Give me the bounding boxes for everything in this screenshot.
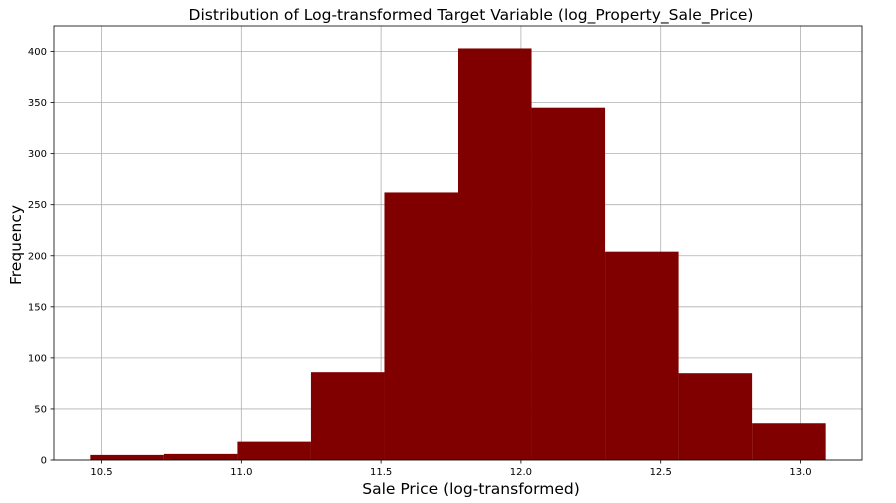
histogram-bar <box>90 454 164 460</box>
y-tick-label: 0 <box>41 456 47 467</box>
y-axis-label: Frequency <box>7 205 25 285</box>
y-axis-ticks: 0 50 100 150 200 250 300 350 400 <box>28 47 54 467</box>
x-tick-label: 12.5 <box>650 467 672 478</box>
histogram-bar <box>163 453 238 460</box>
histogram-bar <box>384 192 458 460</box>
histogram-bar <box>752 423 826 460</box>
x-tick-label: 10.5 <box>90 467 112 478</box>
y-tick-label: 50 <box>34 404 47 415</box>
x-tick-label: 12.0 <box>510 467 532 478</box>
histogram-bars <box>90 48 826 460</box>
y-tick-label: 350 <box>28 98 47 109</box>
x-tick-label: 13.0 <box>789 467 811 478</box>
histogram-bar <box>237 441 311 460</box>
y-tick-label: 250 <box>28 200 47 211</box>
x-tick-label: 11.0 <box>230 467 252 478</box>
y-tick-label: 200 <box>28 251 47 262</box>
y-tick-label: 100 <box>28 353 47 364</box>
x-axis-label: Sale Price (log-transformed) <box>362 480 580 498</box>
histogram-bar <box>605 251 679 460</box>
chart-title: Distribution of Log-transformed Target V… <box>189 6 754 25</box>
y-tick-label: 150 <box>28 302 47 313</box>
histogram-bar <box>531 107 606 460</box>
y-tick-label: 300 <box>28 149 47 160</box>
histogram-bar <box>678 373 753 460</box>
histogram-bar <box>458 48 532 460</box>
histogram-bar <box>310 372 385 460</box>
y-tick-label: 400 <box>28 47 47 58</box>
x-tick-label: 11.5 <box>370 467 392 478</box>
x-axis-ticks: 10.5 11.0 11.5 12.0 12.5 13.0 <box>90 460 812 478</box>
plot-frame <box>53 25 863 461</box>
